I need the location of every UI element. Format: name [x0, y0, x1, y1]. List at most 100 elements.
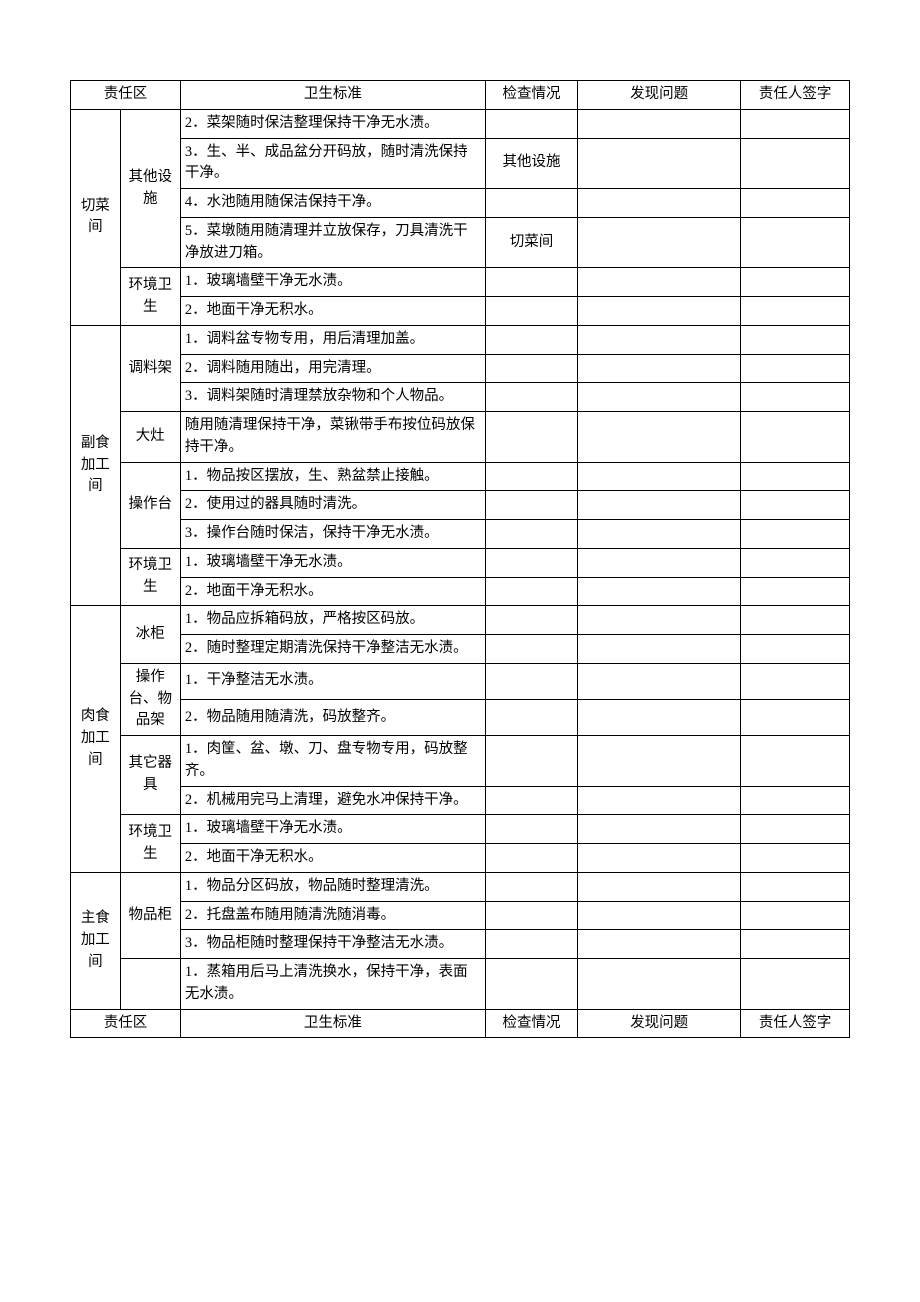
table-row: 操作台1．物品按区摆放，生、熟盆禁止接触。	[71, 462, 850, 491]
sign-cell	[741, 109, 850, 138]
standard-cell: 2．调料随用随出，用完清理。	[180, 354, 485, 383]
problem-cell	[578, 815, 741, 844]
check-cell	[485, 736, 577, 787]
table-row: 操作台、物品架1．干净整洁无水渍。	[71, 663, 850, 699]
sign-cell	[741, 606, 850, 635]
sign-cell	[741, 699, 850, 735]
check-cell: 其他设施	[485, 138, 577, 189]
sign-cell	[741, 844, 850, 873]
sign-cell	[741, 354, 850, 383]
standard-cell: 1．调料盆专物专用，用后清理加盖。	[180, 325, 485, 354]
problem-cell	[578, 606, 741, 635]
problem-cell	[578, 901, 741, 930]
standard-cell: 1．玻璃墙壁干净无水渍。	[180, 268, 485, 297]
check-cell	[485, 383, 577, 412]
table-row: 主食加工间物品柜1．物品分区码放，物品随时整理清洗。	[71, 872, 850, 901]
check-cell: 切菜间	[485, 217, 577, 268]
standard-cell: 随用随清理保持干净，菜锹带手布按位码放保持干净。	[180, 412, 485, 463]
standard-cell: 1．物品按区摆放，生、熟盆禁止接触。	[180, 462, 485, 491]
col-check: 检查情况	[485, 1009, 577, 1038]
problem-cell	[578, 217, 741, 268]
sub-cell: 冰柜	[120, 606, 180, 664]
table-row: 2．随时整理定期清洗保持干净整洁无水渍。	[71, 635, 850, 664]
sub-cell: 调料架	[120, 325, 180, 411]
check-cell	[485, 606, 577, 635]
check-cell	[485, 930, 577, 959]
standard-cell: 3．调料架随时清理禁放杂物和个人物品。	[180, 383, 485, 412]
check-cell	[485, 844, 577, 873]
col-standard: 卫生标准	[180, 1009, 485, 1038]
check-cell	[485, 548, 577, 577]
table-row: 2．地面干净无积水。	[71, 577, 850, 606]
table-row: 2．物品随用随清洗，码放整齐。	[71, 699, 850, 735]
sub-cell: 操作台	[120, 462, 180, 548]
sanitation-table: 责任区卫生标准检查情况发现问题责任人签字切菜间其他设施2．菜架随时保洁整理保持干…	[70, 80, 850, 1038]
standard-cell: 2．物品随用随清洗，码放整齐。	[180, 699, 485, 735]
standard-cell: 1．干净整洁无水渍。	[180, 663, 485, 699]
problem-cell	[578, 872, 741, 901]
problem-cell	[578, 548, 741, 577]
area-cell: 肉食加工间	[71, 606, 121, 873]
problem-cell	[578, 699, 741, 735]
table-row: 1．蒸箱用后马上清洗换水，保持干净，表面无水渍。	[71, 959, 850, 1010]
problem-cell	[578, 959, 741, 1010]
problem-cell	[578, 297, 741, 326]
table-row: 其它器具1．肉筐、盆、墩、刀、盘专物专用，码放整齐。	[71, 736, 850, 787]
check-cell	[485, 959, 577, 1010]
standard-cell: 3．生、半、成品盆分开码放，随时清洗保持干净。	[180, 138, 485, 189]
table-row: 副食加工间调料架1．调料盆专物专用，用后清理加盖。	[71, 325, 850, 354]
table-row: 环境卫生1．玻璃墙壁干净无水渍。	[71, 268, 850, 297]
table-row: 3．物品柜随时整理保持干净整洁无水渍。	[71, 930, 850, 959]
sign-cell	[741, 491, 850, 520]
check-cell	[485, 699, 577, 735]
table-row: 3．调料架随时清理禁放杂物和个人物品。	[71, 383, 850, 412]
problem-cell	[578, 268, 741, 297]
sign-cell	[741, 297, 850, 326]
problem-cell	[578, 138, 741, 189]
check-cell	[485, 872, 577, 901]
sign-cell	[741, 815, 850, 844]
problem-cell	[578, 844, 741, 873]
area-cell: 副食加工间	[71, 325, 121, 606]
sign-cell	[741, 138, 850, 189]
sub-cell: 大灶	[120, 412, 180, 463]
sign-cell	[741, 520, 850, 549]
sign-cell	[741, 959, 850, 1010]
standard-cell: 3．操作台随时保洁，保持干净无水渍。	[180, 520, 485, 549]
sign-cell	[741, 548, 850, 577]
table-row: 3．生、半、成品盆分开码放，随时清洗保持干净。其他设施	[71, 138, 850, 189]
table-row: 2．机械用完马上清理，避免水冲保持干净。	[71, 786, 850, 815]
check-cell	[485, 462, 577, 491]
standard-cell: 2．地面干净无积水。	[180, 297, 485, 326]
sign-cell	[741, 217, 850, 268]
header-row: 责任区卫生标准检查情况发现问题责任人签字	[71, 81, 850, 110]
standard-cell: 1．玻璃墙壁干净无水渍。	[180, 815, 485, 844]
problem-cell	[578, 491, 741, 520]
check-cell	[485, 786, 577, 815]
sign-cell	[741, 663, 850, 699]
table-row: 5．菜墩随用随清理并立放保存，刀具清洗干净放进刀箱。切菜间	[71, 217, 850, 268]
check-cell	[485, 325, 577, 354]
sub-cell: 环境卫生	[120, 268, 180, 326]
table-row: 肉食加工间冰柜1．物品应拆箱码放，严格按区码放。	[71, 606, 850, 635]
table-row: 切菜间其他设施2．菜架随时保洁整理保持干净无水渍。	[71, 109, 850, 138]
problem-cell	[578, 354, 741, 383]
header-row: 责任区卫生标准检查情况发现问题责任人签字	[71, 1009, 850, 1038]
problem-cell	[578, 736, 741, 787]
problem-cell	[578, 930, 741, 959]
sub-cell: 环境卫生	[120, 815, 180, 873]
col-area: 责任区	[71, 81, 181, 110]
standard-cell: 1．蒸箱用后马上清洗换水，保持干净，表面无水渍。	[180, 959, 485, 1010]
table-row: 大灶随用随清理保持干净，菜锹带手布按位码放保持干净。	[71, 412, 850, 463]
col-check: 检查情况	[485, 81, 577, 110]
check-cell	[485, 663, 577, 699]
standard-cell: 2．机械用完马上清理，避免水冲保持干净。	[180, 786, 485, 815]
col-sign: 责任人签字	[741, 81, 850, 110]
problem-cell	[578, 786, 741, 815]
check-cell	[485, 189, 577, 218]
sign-cell	[741, 383, 850, 412]
standard-cell: 1．物品分区码放，物品随时整理清洗。	[180, 872, 485, 901]
table-row: 2．地面干净无积水。	[71, 297, 850, 326]
sub-cell	[120, 959, 180, 1010]
table-row: 2．托盘盖布随用随清洗随消毒。	[71, 901, 850, 930]
